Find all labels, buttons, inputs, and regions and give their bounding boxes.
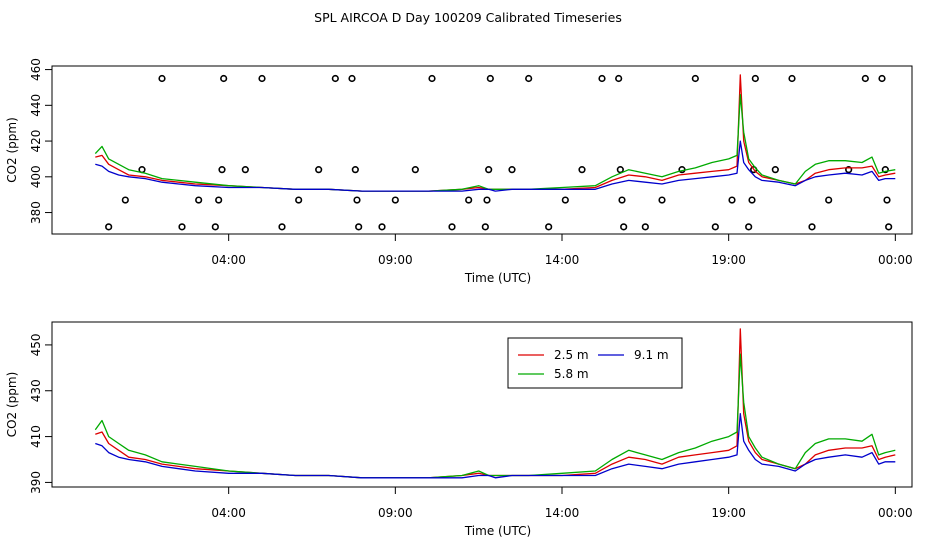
x-tick-label: 09:00 xyxy=(378,253,413,267)
series-line-2-5-mm xyxy=(95,328,896,479)
calibration-point xyxy=(485,166,493,174)
calibration-point xyxy=(105,223,113,231)
top-panel: 04:00 09:00 14:00 19:00 00:00 380 400 420 440 460… xyxy=(5,58,913,285)
calibration-point xyxy=(241,166,249,174)
y-tick-label: 400 xyxy=(29,165,43,188)
calibration-point xyxy=(615,74,623,83)
calibration-point xyxy=(620,223,628,231)
calibration-point xyxy=(771,166,779,174)
calibration-point xyxy=(788,74,796,83)
x-axis-label: Time (UTC) xyxy=(464,524,531,538)
x-tick-label: 00:00 xyxy=(878,253,913,267)
calibration-point xyxy=(885,223,893,231)
series-line-5-8-mm xyxy=(94,353,896,479)
plot-frame xyxy=(51,65,913,235)
legend-label: 5.8 m xyxy=(554,367,589,381)
calibration-point xyxy=(481,223,489,231)
calibration-point xyxy=(641,223,649,231)
calibration-point xyxy=(348,74,356,83)
legend-label: 2.5 m xyxy=(554,348,589,362)
legend-label: 9.1 m xyxy=(634,348,669,362)
calibration-point xyxy=(355,223,363,231)
bottom-panel: 04:00 09:00 14:00 19:00 00:00 390 410 430 450 Tim… xyxy=(5,321,913,538)
y-tick-label: 420 xyxy=(29,130,43,153)
calibration-point xyxy=(691,74,699,83)
x-tick-label: 14:00 xyxy=(545,506,580,520)
calibration-point xyxy=(561,196,569,204)
calibration-point xyxy=(218,166,226,174)
calibration-point xyxy=(428,74,436,83)
calibration-point xyxy=(861,74,869,83)
x-tick-label: 04:00 xyxy=(211,506,246,520)
x-tick-label: 19:00 xyxy=(711,506,746,520)
calibration-point xyxy=(315,166,323,174)
calibration-point xyxy=(211,223,219,231)
plot-frame xyxy=(51,321,913,488)
calibration-point xyxy=(825,196,833,204)
series-line-2-5-mm xyxy=(95,74,896,192)
y-tick-label: 460 xyxy=(29,58,43,81)
calibration-point xyxy=(465,196,473,204)
y-tick-label: 430 xyxy=(29,379,43,402)
y-tick-label: 390 xyxy=(29,471,43,494)
calibration-point xyxy=(883,196,891,204)
calibration-point xyxy=(158,74,166,83)
calibration-point xyxy=(845,166,853,174)
calibration-point xyxy=(881,166,889,174)
calibration-point xyxy=(411,166,419,174)
series-line-5-8-mm xyxy=(94,93,896,192)
calibration-point xyxy=(195,196,203,204)
calibration-point xyxy=(353,196,361,204)
series-line-9-1-mm xyxy=(95,140,896,192)
series-line-9-1-mm xyxy=(95,413,896,479)
calibration-point xyxy=(578,166,586,174)
calibration-point xyxy=(220,74,228,83)
calibration-point xyxy=(618,196,626,204)
calibration-point xyxy=(121,196,129,204)
calibration-point xyxy=(598,74,606,83)
calibration-point xyxy=(751,74,759,83)
chart-title: SPL AIRCOA D Day 100209 Calibrated Times… xyxy=(314,10,622,25)
x-axis-label: Time (UTC) xyxy=(464,271,531,285)
calibration-point xyxy=(278,223,286,231)
calibration-point xyxy=(295,196,303,204)
calibration-point xyxy=(808,223,816,231)
calibration-point xyxy=(748,196,756,204)
y-tick-label: 450 xyxy=(29,333,43,356)
calibration-point xyxy=(391,196,399,204)
calibration-point xyxy=(258,74,266,83)
calibration-point xyxy=(616,166,624,174)
calibration-point xyxy=(486,74,494,83)
calibration-point xyxy=(178,223,186,231)
calibration-point xyxy=(331,74,339,83)
calibration-point xyxy=(711,223,719,231)
x-tick-label: 14:00 xyxy=(545,253,580,267)
calibration-point xyxy=(508,166,516,174)
x-tick-label: 19:00 xyxy=(711,253,746,267)
x-tick-label: 04:00 xyxy=(211,253,246,267)
calibration-point xyxy=(525,74,533,83)
calibration-point xyxy=(658,196,666,204)
calibration-point xyxy=(745,223,753,231)
y-axis-label: CO2 (ppm) xyxy=(5,372,19,438)
calibration-point xyxy=(378,223,386,231)
x-tick-label: 09:00 xyxy=(378,506,413,520)
calibration-point xyxy=(728,196,736,204)
y-tick-label: 410 xyxy=(29,425,43,448)
y-axis-label: CO2 (ppm) xyxy=(5,117,19,183)
x-tick-label: 00:00 xyxy=(878,506,913,520)
calibration-point xyxy=(448,223,456,231)
calibration-point xyxy=(215,196,223,204)
calibration-point xyxy=(483,196,491,204)
calibration-point xyxy=(351,166,359,174)
calibration-point xyxy=(878,74,886,83)
y-tick-label: 380 xyxy=(29,201,43,224)
legend-box xyxy=(507,337,683,389)
plot-area xyxy=(94,328,896,479)
y-tick-label: 440 xyxy=(29,94,43,117)
calibration-point xyxy=(545,223,553,231)
plot-area xyxy=(94,74,896,231)
